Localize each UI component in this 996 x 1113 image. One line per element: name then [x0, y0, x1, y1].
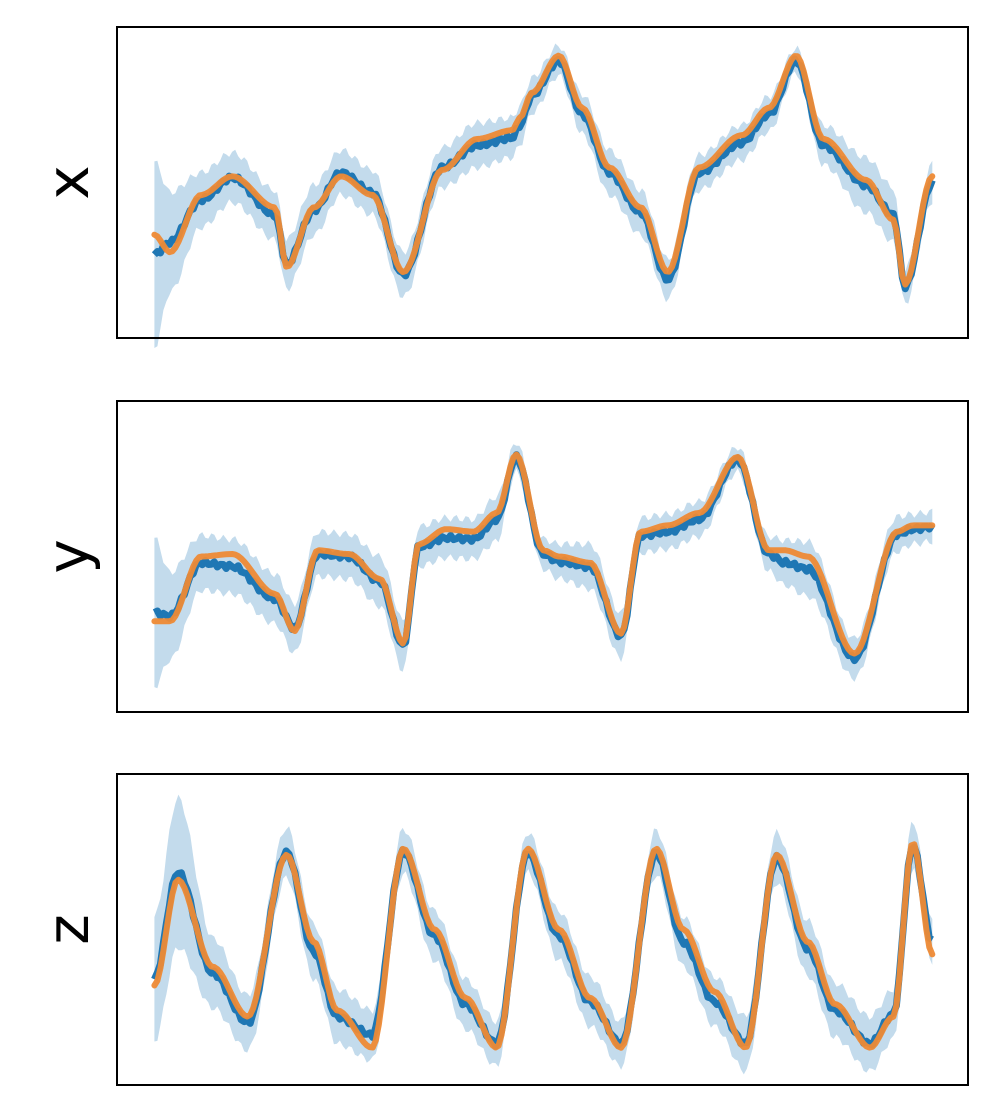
- axes-frame-x: [116, 26, 969, 339]
- uncertainty-band-area: [154, 444, 933, 689]
- fit-line-y: [151, 451, 936, 657]
- panel-y: y: [34, 400, 969, 713]
- uncertainty-band-area: [154, 43, 933, 348]
- axes-frame-y: [116, 400, 969, 713]
- uncertainty-band-z: [154, 794, 933, 1075]
- ylabel-x: x: [34, 165, 102, 199]
- ylabel-y: y: [34, 539, 102, 573]
- axes-frame-z: [116, 773, 969, 1086]
- fit-line-x: [151, 52, 936, 288]
- ylabel-z: z: [34, 914, 102, 944]
- panel-x: x: [34, 26, 969, 348]
- panel-z: z: [34, 773, 969, 1086]
- uncertainty-band-area: [154, 794, 933, 1075]
- uncertainty-band-x: [154, 43, 933, 348]
- fit-line-z: [151, 841, 936, 1051]
- uncertainty-band-y: [154, 444, 933, 689]
